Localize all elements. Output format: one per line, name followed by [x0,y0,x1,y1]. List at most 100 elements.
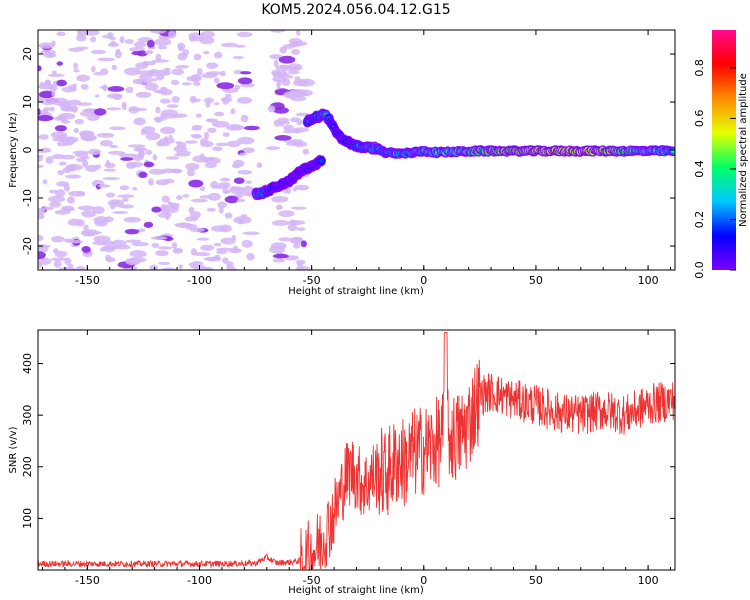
noise-blob [115,48,121,54]
noise-blob [90,49,107,55]
noise-blob [165,156,180,160]
spectrogram-y-tick-label: -10 [21,189,34,207]
figure-title: KOM5.2024.056.04.12.G15 [261,2,450,18]
noise-blob [297,262,303,270]
noise-blob [296,118,303,126]
noise-blob [161,168,175,174]
noise-blob [148,168,166,175]
noise-blob [62,207,75,212]
noise-blob [60,104,73,112]
noise-blob [57,169,65,176]
noise-blob [66,99,82,106]
noise-blob [38,164,44,168]
snr-y-ticks: 100 200 300 400 [21,353,675,529]
noise-blob [188,34,197,42]
noise-blob [164,205,179,214]
noise-blob [119,185,130,191]
noise-blob [54,125,67,132]
noise-blob [154,117,163,123]
noise-blob [199,153,205,161]
noise-blob [203,131,210,140]
noise-blob [38,263,43,269]
spectrogram-y-tick-label: 10 [21,95,34,109]
noise-blob [151,59,170,63]
noise-blob [237,220,245,225]
noise-blob [226,140,241,148]
noise-blob [193,81,201,86]
noise-blob [164,136,169,143]
noise-blob [125,239,142,243]
noise-blob [49,201,62,208]
noise-blob [107,150,126,155]
noise-blob [38,213,45,220]
noise-blob [65,174,82,179]
noise-blob [240,114,249,123]
noise-blob [157,45,168,50]
noise-blob [126,258,142,265]
noise-blob [237,169,253,175]
noise-blob [171,68,185,76]
colorbar-bar [712,30,736,270]
noise-blob [230,108,236,115]
noise-blob [159,98,171,104]
noise-blob [272,258,285,263]
noise-blob [64,257,72,266]
noise-blob [76,157,87,162]
noise-blob [155,106,161,114]
colorbar-tick-label: 0.8 [693,59,706,77]
noise-blob [145,132,161,141]
noise-blob [298,89,313,97]
noise-blob [272,75,288,83]
noise-blob [73,127,80,134]
spectrogram-x-tick-label: -100 [187,274,212,287]
noise-blob [145,149,153,155]
noise-blob [148,178,154,186]
noise-blob [241,147,255,154]
noise-blob [58,161,67,166]
noise-blob [278,65,290,70]
snr-x-tick-label: -100 [187,574,212,587]
noise-blob [289,220,306,225]
noise-blob [101,34,113,39]
noise-blob [132,186,138,191]
snr-series-line [38,332,675,570]
noise-blob [53,116,64,121]
noise-blob [206,207,216,212]
noise-blob [271,195,289,203]
noise-blob [233,177,245,184]
noise-blob [271,220,290,226]
noise-blob [150,30,167,34]
noise-blob [229,186,245,195]
noise-blob [155,250,169,257]
noise-blob [174,222,192,227]
noise-blob [241,239,253,248]
noise-blob [234,84,241,90]
noise-blob [288,42,303,47]
noise-blob [121,197,129,202]
noise-blob [225,124,244,131]
noise-blob [196,237,210,241]
spectrogram-plot-area [38,30,675,270]
noise-blob [162,69,171,76]
noise-blob [39,90,55,99]
noise-blob [58,266,76,270]
noise-blob [51,70,57,75]
snr-y-tick-label: 400 [21,353,34,374]
noise-blob [53,260,62,268]
noise-blob [279,46,287,54]
noise-blob [79,111,94,117]
noise-blob [38,155,43,163]
noise-blob [214,111,225,117]
noise-blob [240,71,252,75]
trace-core [671,150,675,153]
noise-blob [171,95,180,103]
snr-x-label: Height of straight line (km) [288,585,424,596]
noise-blob [102,177,120,181]
noise-blob [222,257,229,264]
noise-blob [207,192,221,201]
noise-blob [173,153,190,157]
noise-blob [75,266,86,270]
noise-blob [124,228,140,235]
noise-blob [291,206,307,210]
